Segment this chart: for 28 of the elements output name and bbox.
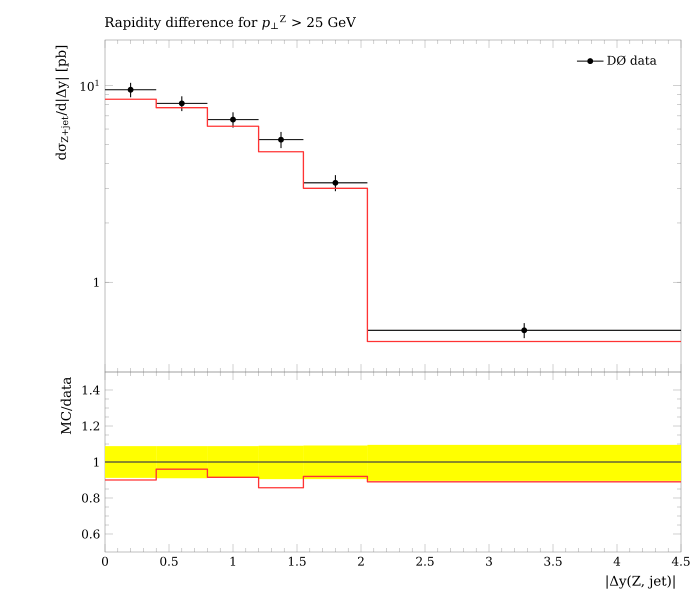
x-tick-label: 2 [358,556,364,566]
point [178,100,185,106]
point [278,136,284,143]
x-tick-label: 3.5 [544,556,562,566]
x-tick-label: 1.5 [288,556,306,566]
y-axis-title: dσ$_{Z+jet}$/d|Δy| [pb] [56,46,70,160]
x-tick-label: 1 [230,556,236,566]
point [521,327,528,334]
point [332,180,338,186]
y-tick-label: 1.2 [82,421,100,431]
chart-title: Rapidity difference for p$_{⊥}$$^{Z}$ > 25 GeV [105,15,356,30]
x-tick-label: 4.5 [672,556,690,566]
x-axis-title: |Δy(Z, jet)| [606,575,675,589]
y-tick-label: 0.8 [82,493,100,503]
legend-label: DØ data [607,56,656,66]
x-tick-label: 0.5 [160,556,178,566]
x-tick-label: 4 [614,556,620,566]
y-tick-label: 1.4 [82,385,100,395]
y-tick-label: 10$^{1}$ [80,80,98,91]
x-tick-label: 0 [102,556,108,566]
point [230,116,236,123]
y-axis-title: MC/data [60,377,72,434]
x-tick-label: 3 [486,556,492,566]
y-tick-label: 0.6 [82,529,100,539]
x-tick-label: 2.5 [416,556,434,566]
y-tick-label: 1 [94,458,99,466]
point [128,86,134,93]
y-tick-label: 1 [94,278,99,287]
